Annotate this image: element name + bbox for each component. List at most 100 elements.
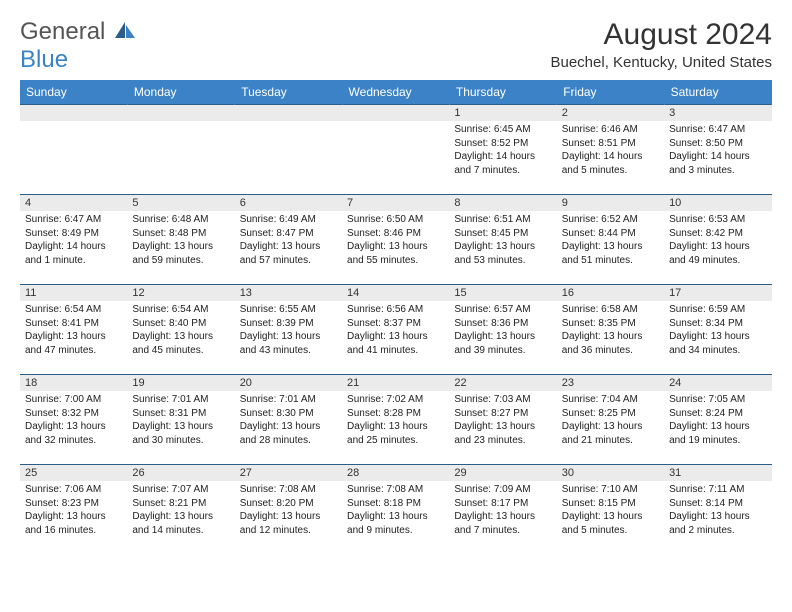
day-number: 1 <box>449 105 556 121</box>
daylight-line1: Daylight: 13 hours <box>454 510 551 524</box>
weekday-header: Saturday <box>664 80 771 105</box>
daylight-line1: Daylight: 13 hours <box>25 420 122 434</box>
day-number: 8 <box>449 195 556 211</box>
calendar-cell <box>20 105 127 195</box>
day-body: Sunrise: 6:53 AMSunset: 8:42 PMDaylight:… <box>664 211 771 269</box>
brand-part2: Blue <box>20 46 68 74</box>
calendar-cell <box>127 105 234 195</box>
day-number <box>20 105 127 121</box>
daylight-line1: Daylight: 13 hours <box>347 240 444 254</box>
day-number: 9 <box>557 195 664 211</box>
sunset-text: Sunset: 8:23 PM <box>25 497 122 511</box>
daylight-line1: Daylight: 13 hours <box>669 330 766 344</box>
day-body: Sunrise: 6:51 AMSunset: 8:45 PMDaylight:… <box>449 211 556 269</box>
daylight-line1: Daylight: 13 hours <box>347 510 444 524</box>
daylight-line1: Daylight: 13 hours <box>240 240 337 254</box>
sunset-text: Sunset: 8:45 PM <box>454 227 551 241</box>
sunset-text: Sunset: 8:30 PM <box>240 407 337 421</box>
day-body: Sunrise: 6:57 AMSunset: 8:36 PMDaylight:… <box>449 301 556 359</box>
day-body: Sunrise: 7:05 AMSunset: 8:24 PMDaylight:… <box>664 391 771 449</box>
sunrise-text: Sunrise: 7:03 AM <box>454 393 551 407</box>
day-number: 26 <box>127 465 234 481</box>
daylight-line1: Daylight: 13 hours <box>562 510 659 524</box>
sunset-text: Sunset: 8:40 PM <box>132 317 229 331</box>
daylight-line1: Daylight: 13 hours <box>347 420 444 434</box>
sunrise-text: Sunrise: 6:50 AM <box>347 213 444 227</box>
day-body: Sunrise: 6:47 AMSunset: 8:49 PMDaylight:… <box>20 211 127 269</box>
weekday-header: Wednesday <box>342 80 449 105</box>
daylight-line1: Daylight: 14 hours <box>454 150 551 164</box>
calendar-cell: 25Sunrise: 7:06 AMSunset: 8:23 PMDayligh… <box>20 465 127 555</box>
daylight-line1: Daylight: 13 hours <box>454 240 551 254</box>
daylight-line1: Daylight: 13 hours <box>132 420 229 434</box>
sunrise-text: Sunrise: 6:51 AM <box>454 213 551 227</box>
sunset-text: Sunset: 8:51 PM <box>562 137 659 151</box>
calendar-cell: 17Sunrise: 6:59 AMSunset: 8:34 PMDayligh… <box>664 285 771 375</box>
daylight-line2: and 14 minutes. <box>132 524 229 538</box>
daylight-line2: and 1 minute. <box>25 254 122 268</box>
day-number: 11 <box>20 285 127 301</box>
sunset-text: Sunset: 8:18 PM <box>347 497 444 511</box>
sunrise-text: Sunrise: 7:04 AM <box>562 393 659 407</box>
calendar-cell: 10Sunrise: 6:53 AMSunset: 8:42 PMDayligh… <box>664 195 771 285</box>
sunset-text: Sunset: 8:50 PM <box>669 137 766 151</box>
daylight-line1: Daylight: 14 hours <box>562 150 659 164</box>
day-number: 27 <box>235 465 342 481</box>
sunrise-text: Sunrise: 6:46 AM <box>562 123 659 137</box>
daylight-line1: Daylight: 13 hours <box>454 330 551 344</box>
daylight-line1: Daylight: 13 hours <box>347 330 444 344</box>
day-number: 19 <box>127 375 234 391</box>
day-number: 12 <box>127 285 234 301</box>
daylight-line2: and 23 minutes. <box>454 434 551 448</box>
sunset-text: Sunset: 8:44 PM <box>562 227 659 241</box>
weekday-header: Friday <box>557 80 664 105</box>
brand-logo: General Blue <box>20 18 136 74</box>
calendar-cell: 28Sunrise: 7:08 AMSunset: 8:18 PMDayligh… <box>342 465 449 555</box>
daylight-line1: Daylight: 13 hours <box>240 420 337 434</box>
calendar-cell: 5Sunrise: 6:48 AMSunset: 8:48 PMDaylight… <box>127 195 234 285</box>
daylight-line1: Daylight: 13 hours <box>562 240 659 254</box>
sunrise-text: Sunrise: 7:11 AM <box>669 483 766 497</box>
daylight-line2: and 51 minutes. <box>562 254 659 268</box>
weekday-header-row: SundayMondayTuesdayWednesdayThursdayFrid… <box>20 80 772 105</box>
day-body: Sunrise: 7:09 AMSunset: 8:17 PMDaylight:… <box>449 481 556 539</box>
sunset-text: Sunset: 8:24 PM <box>669 407 766 421</box>
daylight-line2: and 47 minutes. <box>25 344 122 358</box>
daylight-line1: Daylight: 13 hours <box>25 330 122 344</box>
day-body: Sunrise: 7:01 AMSunset: 8:30 PMDaylight:… <box>235 391 342 449</box>
sunset-text: Sunset: 8:49 PM <box>25 227 122 241</box>
day-body: Sunrise: 6:52 AMSunset: 8:44 PMDaylight:… <box>557 211 664 269</box>
sail-icon <box>114 18 136 45</box>
day-number: 4 <box>20 195 127 211</box>
daylight-line2: and 16 minutes. <box>25 524 122 538</box>
day-number: 5 <box>127 195 234 211</box>
day-number <box>235 105 342 121</box>
daylight-line1: Daylight: 13 hours <box>132 240 229 254</box>
daylight-line2: and 12 minutes. <box>240 524 337 538</box>
sunset-text: Sunset: 8:41 PM <box>25 317 122 331</box>
sunset-text: Sunset: 8:15 PM <box>562 497 659 511</box>
calendar-cell: 13Sunrise: 6:55 AMSunset: 8:39 PMDayligh… <box>235 285 342 375</box>
calendar-cell: 12Sunrise: 6:54 AMSunset: 8:40 PMDayligh… <box>127 285 234 375</box>
day-body: Sunrise: 7:10 AMSunset: 8:15 PMDaylight:… <box>557 481 664 539</box>
sunrise-text: Sunrise: 7:06 AM <box>25 483 122 497</box>
day-number <box>127 105 234 121</box>
daylight-line2: and 36 minutes. <box>562 344 659 358</box>
day-number: 2 <box>557 105 664 121</box>
sunrise-text: Sunrise: 6:52 AM <box>562 213 659 227</box>
daylight-line1: Daylight: 13 hours <box>454 420 551 434</box>
sunset-text: Sunset: 8:47 PM <box>240 227 337 241</box>
sunrise-text: Sunrise: 7:01 AM <box>132 393 229 407</box>
daylight-line2: and 28 minutes. <box>240 434 337 448</box>
daylight-line2: and 5 minutes. <box>562 524 659 538</box>
day-number: 10 <box>664 195 771 211</box>
day-number: 17 <box>664 285 771 301</box>
daylight-line1: Daylight: 14 hours <box>669 150 766 164</box>
calendar-cell: 30Sunrise: 7:10 AMSunset: 8:15 PMDayligh… <box>557 465 664 555</box>
daylight-line2: and 9 minutes. <box>347 524 444 538</box>
calendar-cell: 1Sunrise: 6:45 AMSunset: 8:52 PMDaylight… <box>449 105 556 195</box>
day-number: 6 <box>235 195 342 211</box>
daylight-line2: and 25 minutes. <box>347 434 444 448</box>
calendar-cell: 16Sunrise: 6:58 AMSunset: 8:35 PMDayligh… <box>557 285 664 375</box>
calendar-cell: 15Sunrise: 6:57 AMSunset: 8:36 PMDayligh… <box>449 285 556 375</box>
